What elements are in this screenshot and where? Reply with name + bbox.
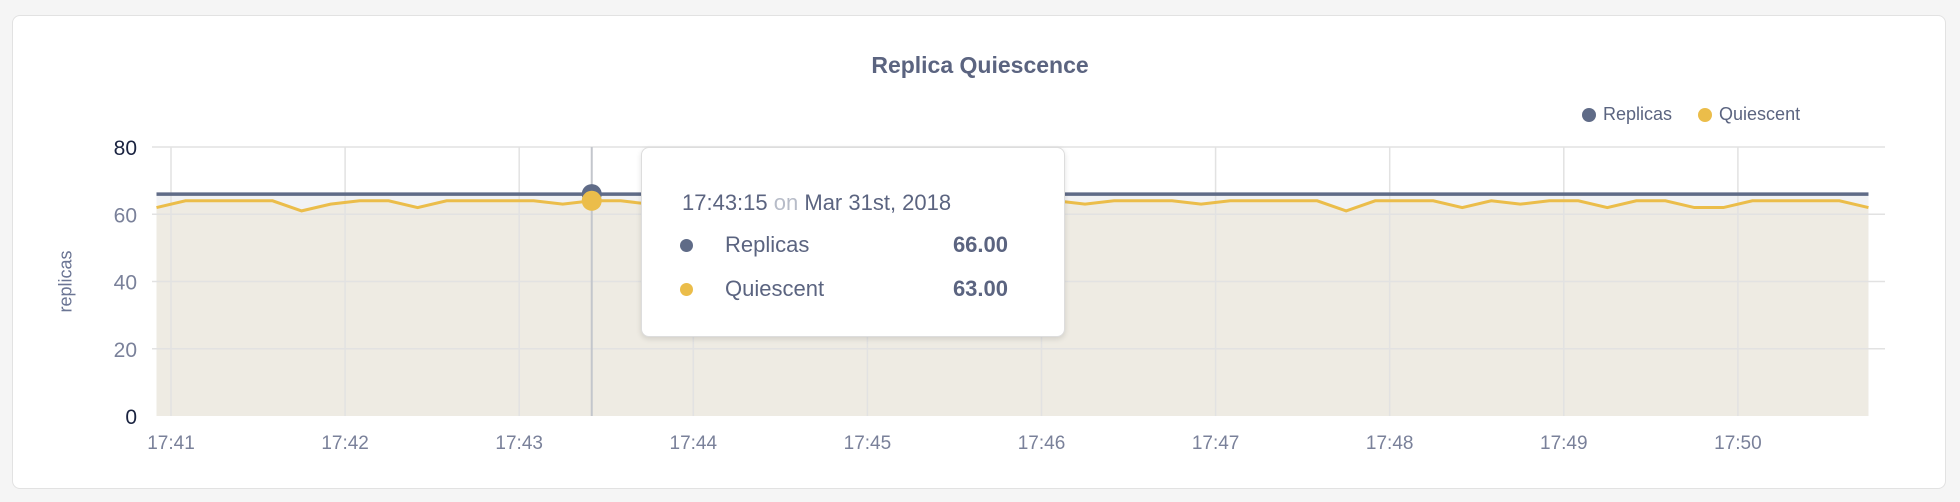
y-tick-label: 80: [114, 137, 137, 160]
tooltip-row-replicas: Replicas 66.00: [680, 232, 1008, 258]
tooltip-label: Replicas: [725, 232, 810, 257]
replicas-dot-icon: [680, 238, 693, 252]
tooltip-value: 63.00: [952, 276, 1008, 301]
x-tick-label: 17:50: [1714, 433, 1762, 454]
y-tick-label: 0: [125, 406, 137, 429]
tooltip: 17:43:15 on Mar 31st, 2018 Replicas 66.0…: [641, 147, 1065, 337]
tooltip-label: Quiescent: [725, 276, 825, 301]
quiescent-hover-point: [581, 190, 602, 211]
replicas-legend-dot-icon: [1582, 107, 1596, 122]
x-tick-label: 17:44: [670, 433, 718, 454]
tooltip-timestamp: 17:43:15 on Mar 31st, 2018: [682, 190, 951, 216]
legend-label-quiescent: Quiescent: [1719, 104, 1801, 124]
x-tick-label: 17:47: [1192, 433, 1240, 454]
x-tick-label: 17:49: [1540, 433, 1588, 454]
tooltip-time: 17:43:15: [682, 190, 768, 215]
tooltip-on: on: [773, 190, 799, 215]
quiescent-legend-dot-icon: [1698, 107, 1713, 122]
tooltip-date: Mar 31st, 2018: [804, 190, 952, 215]
x-tick-label: 17:45: [844, 433, 892, 454]
y-tick-label: 20: [114, 339, 137, 362]
legend-item-replicas[interactable]: Replicas: [1582, 104, 1672, 125]
x-tick-label: 17:46: [1018, 433, 1066, 454]
x-tick-label: 17:48: [1366, 433, 1414, 454]
chart-title: Replica Quiescence: [871, 52, 1089, 78]
tooltip-value: 66.00: [952, 232, 1008, 257]
tooltip-row-quiescent: Quiescent 63.00: [680, 276, 1008, 302]
y-tick-label: 40: [114, 272, 137, 295]
x-tick-label: 17:41: [147, 433, 195, 454]
legend: Replicas Quiescent: [1582, 104, 1800, 125]
quiescent-dot-icon: [680, 282, 693, 296]
legend-label-replicas: Replicas: [1603, 104, 1673, 124]
y-tick-label: 60: [114, 204, 137, 227]
x-tick-label: 17:42: [321, 433, 369, 454]
legend-item-quiescent[interactable]: Quiescent: [1698, 104, 1800, 125]
x-tick-label: 17:43: [495, 433, 543, 454]
